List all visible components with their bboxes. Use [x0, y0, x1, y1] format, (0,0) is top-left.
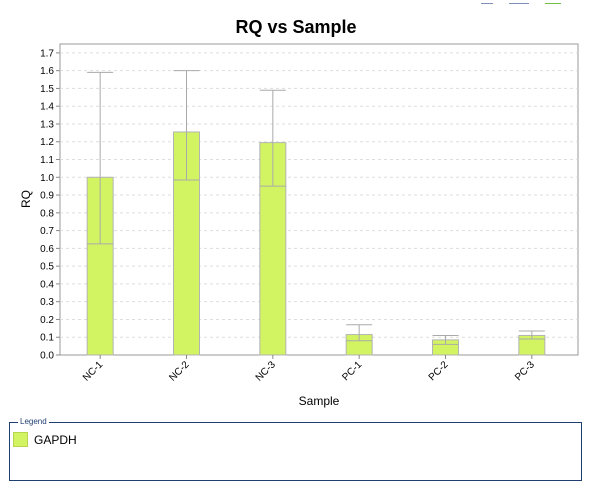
y-tick-label: 1.2: [40, 137, 54, 148]
chart-toolbar: [481, 0, 591, 5]
y-tick-label: 1.3: [40, 119, 54, 130]
chart-title: RQ vs Sample: [235, 17, 356, 37]
y-tick-label: 0.0: [40, 351, 54, 362]
y-tick-label: 0.5: [40, 262, 54, 273]
legend-title: Legend: [18, 417, 49, 427]
y-tick-label: 0.7: [40, 226, 54, 237]
y-tick-label: 0.6: [40, 244, 54, 255]
y-tick-label: 0.2: [40, 315, 54, 326]
error-layer: [87, 70, 545, 345]
window-icon[interactable]: [509, 0, 529, 4]
export-icon[interactable]: [545, 0, 561, 4]
y-tick-label: 1.5: [40, 84, 54, 95]
y-tick-label: 1.4: [40, 102, 54, 113]
plot-area: [59, 43, 579, 356]
legend-item-gapdh: GAPDH: [13, 432, 77, 447]
y-tick-label: 0.4: [40, 279, 54, 290]
y-tick-label: 0.1: [40, 333, 54, 344]
y-tick-label: 1.7: [40, 48, 54, 59]
chart-svg: RQ vs Sample 0.0 0.1 0.2 0.3 0.4 0.5 0.6 0.7 0.8…: [19, 17, 579, 408]
x-tick-label: NC-3: [254, 359, 279, 384]
grid-layer: [60, 52, 578, 338]
y-tick-label: 1.6: [40, 66, 54, 77]
legend-box: Legend GAPDH: [9, 417, 582, 481]
y-tick-label: 0.3: [40, 297, 54, 308]
y-tick-label: 1.0: [40, 173, 54, 184]
x-axis-label: Sample: [299, 394, 340, 408]
zoom-icon[interactable]: [481, 0, 493, 4]
x-tick-label: PC-3: [513, 359, 537, 383]
y-tick-label: 1.1: [40, 155, 54, 166]
legend-label: GAPDH: [34, 432, 77, 447]
y-axis-ticks: 0.0 0.1 0.2 0.3 0.4 0.5 0.6 0.7 0.8 0.9 1.0 1.1 1.2 1…: [40, 48, 60, 362]
x-tick-label: NC-2: [167, 359, 192, 384]
y-axis-label: RQ: [19, 190, 33, 208]
y-tick-label: 0.9: [40, 191, 54, 202]
x-axis-ticks: NC-1 NC-2 NC-3 PC-1 PC-2 PC-3: [81, 355, 537, 384]
x-tick-label: PC-2: [427, 359, 451, 383]
x-tick-label: NC-1: [81, 359, 106, 384]
y-tick-label: 0.8: [40, 208, 54, 219]
x-tick-label: PC-1: [340, 359, 364, 383]
legend-swatch: [13, 432, 28, 447]
